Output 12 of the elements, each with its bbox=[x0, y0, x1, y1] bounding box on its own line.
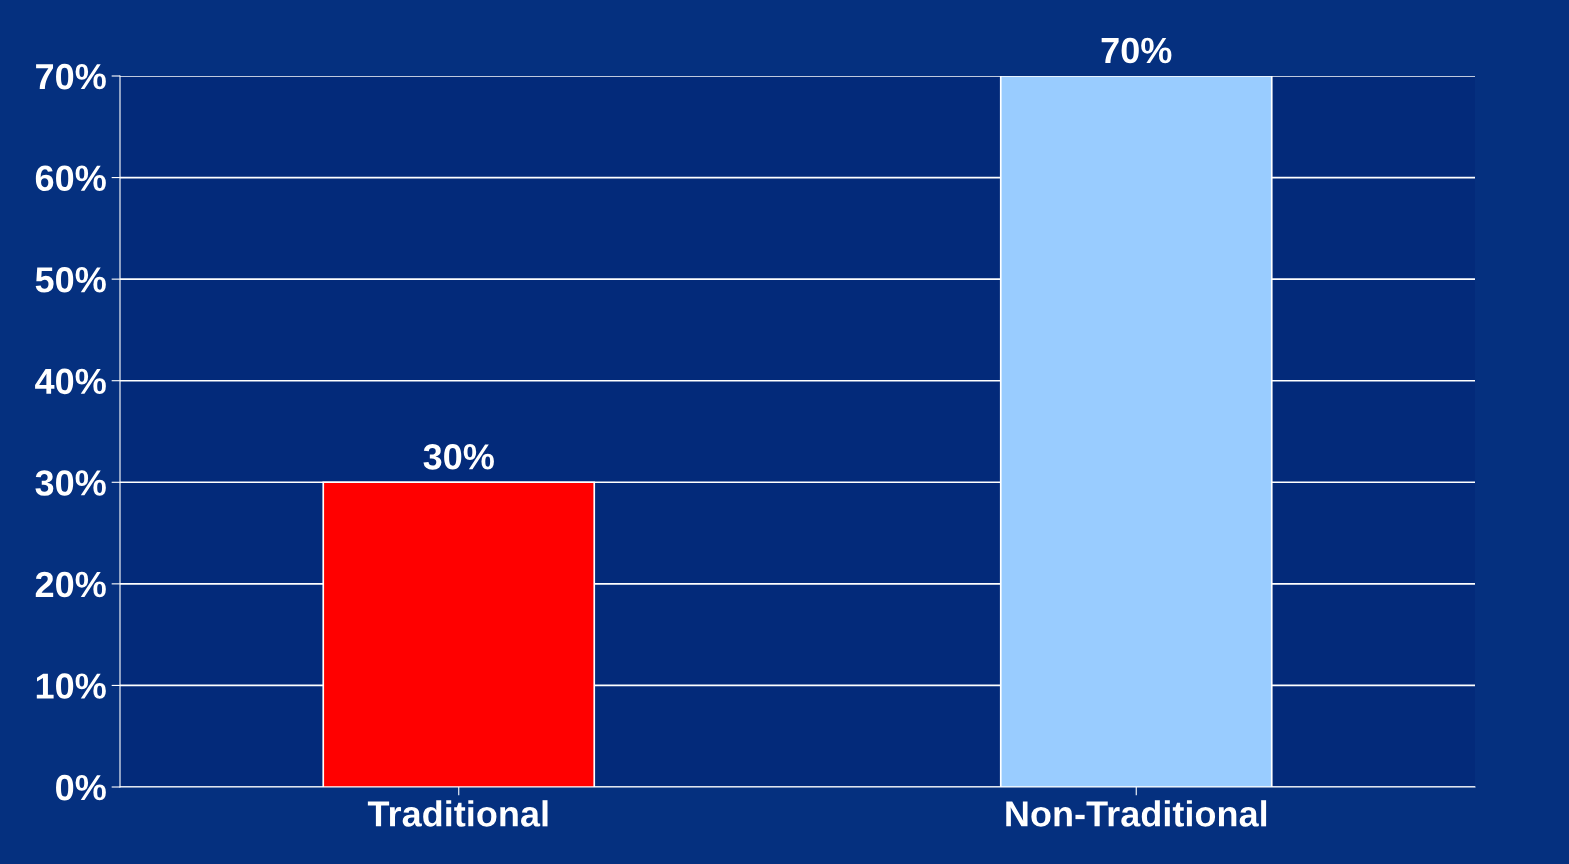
data-label: 30% bbox=[423, 444, 494, 470]
y-tick-label: 60% bbox=[35, 165, 106, 192]
y-tick-label: 10% bbox=[36, 673, 106, 699]
y-tick-label: 20% bbox=[35, 571, 106, 598]
y-tick-label: 40% bbox=[35, 368, 106, 395]
x-tick-label: Non-Traditional bbox=[1006, 800, 1267, 827]
y-tick-label: 70% bbox=[36, 63, 106, 90]
x-tick-label: Traditional bbox=[367, 800, 548, 827]
y-tick-label: 0% bbox=[56, 774, 106, 801]
data-label: 70% bbox=[1101, 37, 1172, 64]
y-tick-label: 30% bbox=[35, 470, 106, 496]
y-tick-label: 50% bbox=[35, 267, 106, 293]
